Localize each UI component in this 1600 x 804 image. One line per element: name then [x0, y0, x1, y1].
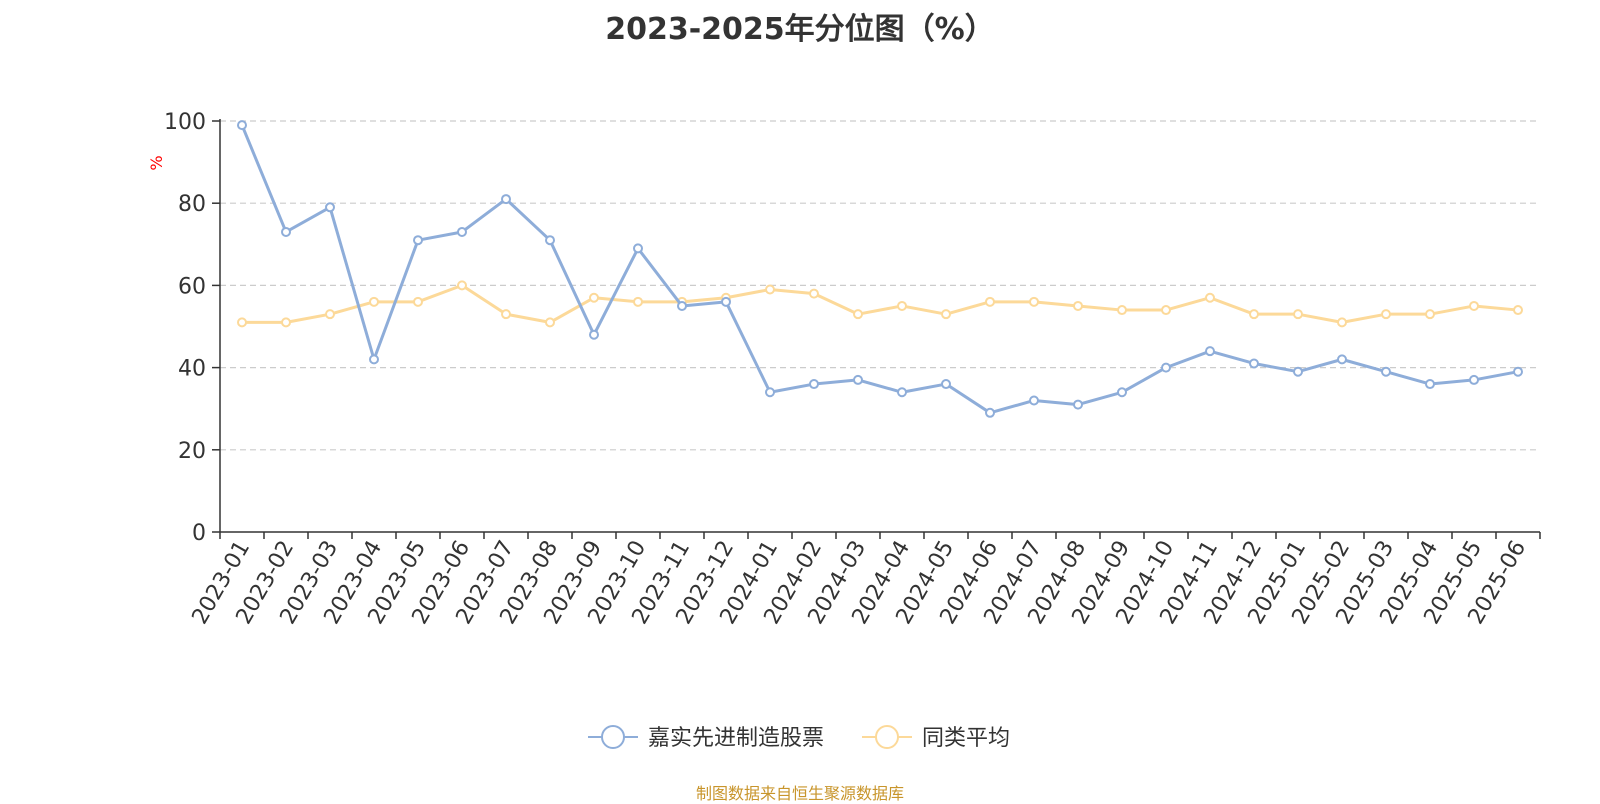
- data-point: [1029, 395, 1039, 406]
- data-point: [1469, 374, 1479, 385]
- data-point: [457, 226, 467, 237]
- data-source-note: 制图数据来自恒生聚源数据库: [695, 784, 904, 803]
- data-point: [897, 387, 907, 398]
- data-point: [413, 296, 423, 307]
- data-point: [413, 235, 423, 246]
- data-point: [281, 317, 291, 328]
- data-point: [501, 194, 511, 205]
- data-point: [1293, 366, 1303, 377]
- data-point: [1205, 346, 1215, 357]
- y-tick-label: 100: [164, 110, 206, 135]
- data-point: [325, 202, 335, 213]
- y-axis-unit: %: [147, 155, 166, 170]
- y-tick-label: 40: [178, 357, 206, 382]
- legend-label: 同类平均: [922, 726, 1010, 751]
- data-point: [1293, 309, 1303, 320]
- data-point: [1513, 305, 1523, 316]
- data-point: [1205, 292, 1215, 303]
- data-point: [589, 292, 599, 303]
- y-tick-label: 80: [178, 192, 206, 217]
- data-point: [545, 317, 555, 328]
- data-point: [1469, 300, 1479, 311]
- legend-item-2[interactable]: 同类平均: [862, 725, 1010, 751]
- data-point: [853, 309, 863, 320]
- data-point: [765, 387, 775, 398]
- data-point: [237, 317, 247, 328]
- data-point: [897, 300, 907, 311]
- data-point: [545, 235, 555, 246]
- data-point: [1381, 366, 1391, 377]
- data-point: [1249, 358, 1259, 369]
- data-point: [941, 379, 951, 390]
- legend-item-1[interactable]: 嘉实先进制造股票: [588, 725, 824, 751]
- data-point: [853, 374, 863, 385]
- data-point: [985, 407, 995, 418]
- legend-marker-icon: [875, 725, 899, 749]
- legend[interactable]: 嘉实先进制造股票 同类平均: [588, 725, 1010, 751]
- data-point: [633, 243, 643, 254]
- series-2: [237, 280, 1523, 328]
- data-point: [633, 296, 643, 307]
- data-point: [721, 296, 731, 307]
- y-tick-label: 0: [192, 521, 206, 546]
- data-point: [1117, 305, 1127, 316]
- series-1: [237, 120, 1523, 418]
- grid-lines: [220, 120, 1540, 451]
- data-point: [1337, 317, 1347, 328]
- data-point: [1425, 309, 1435, 320]
- data-point: [809, 379, 819, 390]
- data-point: [1161, 305, 1171, 316]
- chart-title: 2023-2025年分位图（%）: [605, 12, 995, 47]
- data-point: [457, 280, 467, 291]
- data-point: [941, 309, 951, 320]
- y-tick-label: 20: [178, 439, 206, 464]
- series-line: [240, 124, 1519, 415]
- data-point: [1117, 387, 1127, 398]
- data-point: [281, 226, 291, 237]
- data-point: [765, 284, 775, 295]
- y-tick-label: 60: [178, 274, 206, 299]
- data-point: [369, 296, 379, 307]
- data-point: [677, 300, 687, 311]
- data-point: [1073, 300, 1083, 311]
- data-point: [1073, 399, 1083, 410]
- data-point: [1337, 354, 1347, 365]
- data-point: [1161, 362, 1171, 373]
- data-point: [501, 309, 511, 320]
- data-point: [1381, 309, 1391, 320]
- data-point: [1513, 366, 1523, 377]
- data-point: [1425, 379, 1435, 390]
- legend-marker-icon: [601, 725, 625, 749]
- data-point: [1249, 309, 1259, 320]
- data-point: [985, 296, 995, 307]
- legend-label: 嘉实先进制造股票: [648, 726, 824, 751]
- data-point: [1029, 296, 1039, 307]
- axes: 020406080100%2023-012023-022023-032023-0…: [147, 110, 1541, 629]
- data-point: [809, 288, 819, 299]
- data-point: [325, 309, 335, 320]
- data-point: [589, 329, 599, 340]
- series-line: [242, 283, 1519, 324]
- series-lines: [237, 120, 1523, 418]
- data-point: [369, 354, 379, 365]
- data-point: [237, 120, 247, 131]
